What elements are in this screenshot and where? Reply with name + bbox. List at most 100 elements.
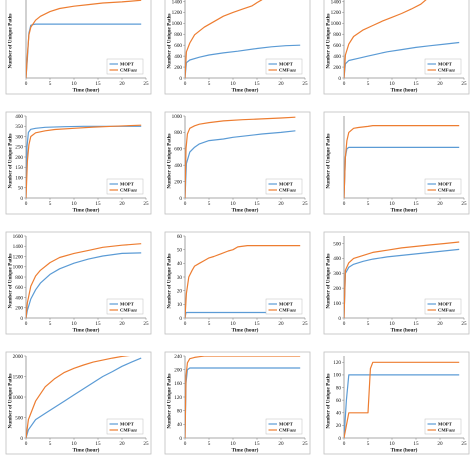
y-tick-label: 50 bbox=[18, 186, 24, 192]
panel-9: 0 5 10 15 20 25 0 100 200 300 400 500 Time (hour) Num… bbox=[323, 231, 470, 365]
legend-entry: MOPT bbox=[279, 182, 293, 187]
legend-entry: CMFuzz bbox=[438, 308, 455, 313]
panel-12: 0 5 10 15 20 25 0 20 40 60 80 100 120 Time (hour) Numb… bbox=[323, 351, 470, 455]
x-tick-label: 0 bbox=[25, 321, 28, 327]
x-tick-label: 5 bbox=[49, 201, 52, 207]
x-tick-label: 15 bbox=[413, 441, 419, 447]
panel-border bbox=[323, 111, 470, 215]
x-tick-label: 0 bbox=[184, 321, 187, 327]
y-tick-label: 800 bbox=[174, 32, 182, 38]
y-tick-label: 200 bbox=[174, 179, 182, 185]
series-line-mopt bbox=[26, 252, 142, 318]
y-tick-label: 30 bbox=[177, 275, 183, 281]
series-line-cmfuzz bbox=[26, 0, 142, 78]
y-tick-label: 100 bbox=[333, 301, 341, 307]
y-tick-label: 1000 bbox=[172, 21, 183, 27]
y-tick-label: 350 bbox=[15, 124, 23, 130]
y-tick-label: 80 bbox=[177, 408, 183, 414]
legend-entry: CMFuzz bbox=[120, 188, 137, 193]
y-tick-label: 0 bbox=[179, 196, 182, 202]
panel-6: 0 5 10 15 20 25 Time (hour) Number of Unique Pa… bbox=[323, 111, 470, 245]
x-tick-label: 25 bbox=[143, 321, 149, 327]
y-axis-label: Number of Unique Paths bbox=[8, 253, 14, 308]
y-tick-label: 500 bbox=[15, 415, 23, 421]
y-tick-label: 0 bbox=[179, 76, 182, 82]
panel-border bbox=[323, 231, 470, 335]
x-tick-label: 20 bbox=[437, 81, 443, 87]
y-tick-label: 1000 bbox=[13, 395, 24, 401]
y-tick-label: 200 bbox=[174, 367, 182, 373]
series-line-cmfuzz bbox=[344, 241, 460, 318]
panel-11: 0 5 10 15 20 25 0 40 80 120 160 200 240 Time (hour) Nu… bbox=[164, 351, 311, 455]
x-axis-label: Time (hour) bbox=[391, 87, 418, 94]
y-tick-label: 0 bbox=[20, 316, 23, 322]
panel-border bbox=[5, 231, 152, 335]
legend-entry: CMFuzz bbox=[120, 68, 137, 73]
panel-8: 0 5 10 15 20 25 0 10 20 30 40 50 60 Time (hour) Number… bbox=[164, 231, 311, 365]
y-tick-label: 120 bbox=[174, 395, 182, 401]
x-axis-label: Time (hour) bbox=[73, 327, 100, 334]
y-tick-label: 0 bbox=[179, 316, 182, 322]
x-axis-label: Time (hour) bbox=[73, 447, 100, 454]
x-tick-label: 25 bbox=[143, 81, 149, 87]
series-line-cmfuzz bbox=[26, 124, 142, 198]
legend-entry: MOPT bbox=[279, 422, 293, 427]
x-tick-label: 0 bbox=[343, 321, 346, 327]
legend-entry: CMFuzz bbox=[279, 308, 296, 313]
legend-entry: MOPT bbox=[279, 62, 293, 67]
y-tick-label: 600 bbox=[15, 285, 23, 291]
y-tick-label: 200 bbox=[174, 65, 182, 71]
series-line-mopt bbox=[185, 130, 296, 198]
series-line-mopt bbox=[344, 374, 460, 438]
y-axis-label: Number of Unique Paths bbox=[8, 13, 14, 68]
x-tick-label: 25 bbox=[143, 201, 149, 207]
y-tick-label: 0 bbox=[20, 436, 23, 442]
x-tick-label: 25 bbox=[461, 321, 467, 327]
x-tick-label: 10 bbox=[389, 321, 395, 327]
x-tick-label: 10 bbox=[71, 441, 77, 447]
x-tick-label: 25 bbox=[302, 441, 308, 447]
panel-border bbox=[164, 231, 311, 335]
y-tick-label: 150 bbox=[15, 165, 23, 171]
y-tick-label: 1200 bbox=[172, 10, 183, 16]
x-tick-label: 20 bbox=[119, 441, 125, 447]
x-tick-label: 15 bbox=[254, 201, 260, 207]
y-tick-label: 300 bbox=[333, 271, 341, 277]
panel-border bbox=[323, 0, 470, 95]
x-tick-label: 20 bbox=[278, 201, 284, 207]
y-axis-label: Number of Unique Paths bbox=[167, 373, 173, 428]
legend-entry: CMFuzz bbox=[438, 68, 455, 73]
y-tick-label: 1000 bbox=[172, 114, 183, 120]
y-tick-label: 250 bbox=[15, 145, 23, 151]
x-axis-label: Time (hour) bbox=[391, 327, 418, 334]
y-tick-label: 600 bbox=[174, 147, 182, 153]
x-tick-label: 15 bbox=[413, 321, 419, 327]
x-tick-label: 0 bbox=[184, 441, 187, 447]
panel-2: 0 5 10 15 20 25 0 200 400 600 800 1000 1200 1400 Time … bbox=[164, 0, 311, 125]
y-tick-label: 800 bbox=[333, 32, 341, 38]
series-line-cmfuzz bbox=[344, 0, 427, 78]
x-tick-label: 20 bbox=[437, 321, 443, 327]
y-tick-label: 0 bbox=[338, 436, 341, 442]
y-tick-label: 500 bbox=[333, 241, 341, 247]
series-line-cmfuzz bbox=[344, 124, 460, 198]
x-tick-label: 20 bbox=[278, 441, 284, 447]
y-tick-label: 80 bbox=[336, 385, 342, 391]
x-axis-label: Time (hour) bbox=[391, 447, 418, 454]
x-tick-label: 20 bbox=[437, 441, 443, 447]
y-axis-label: Number of Unique Paths bbox=[8, 133, 14, 188]
y-axis-label: Number of Unique Paths bbox=[167, 133, 173, 188]
y-tick-label: 1600 bbox=[13, 234, 24, 240]
legend-entry: MOPT bbox=[438, 182, 452, 187]
x-tick-label: 5 bbox=[208, 81, 211, 87]
x-tick-label: 0 bbox=[184, 81, 187, 87]
x-tick-label: 0 bbox=[343, 201, 346, 207]
panel-7: 0 5 10 15 20 25 0 200 400 600 800 1000 1200 1400 1600 T… bbox=[5, 231, 152, 365]
legend-entry: CMFuzz bbox=[279, 68, 296, 73]
series-line-cmfuzz bbox=[26, 356, 131, 438]
x-tick-label: 15 bbox=[95, 321, 101, 327]
y-tick-label: 160 bbox=[174, 381, 182, 387]
series-line-cmfuzz bbox=[185, 0, 263, 78]
series-line-cmfuzz bbox=[185, 116, 296, 198]
